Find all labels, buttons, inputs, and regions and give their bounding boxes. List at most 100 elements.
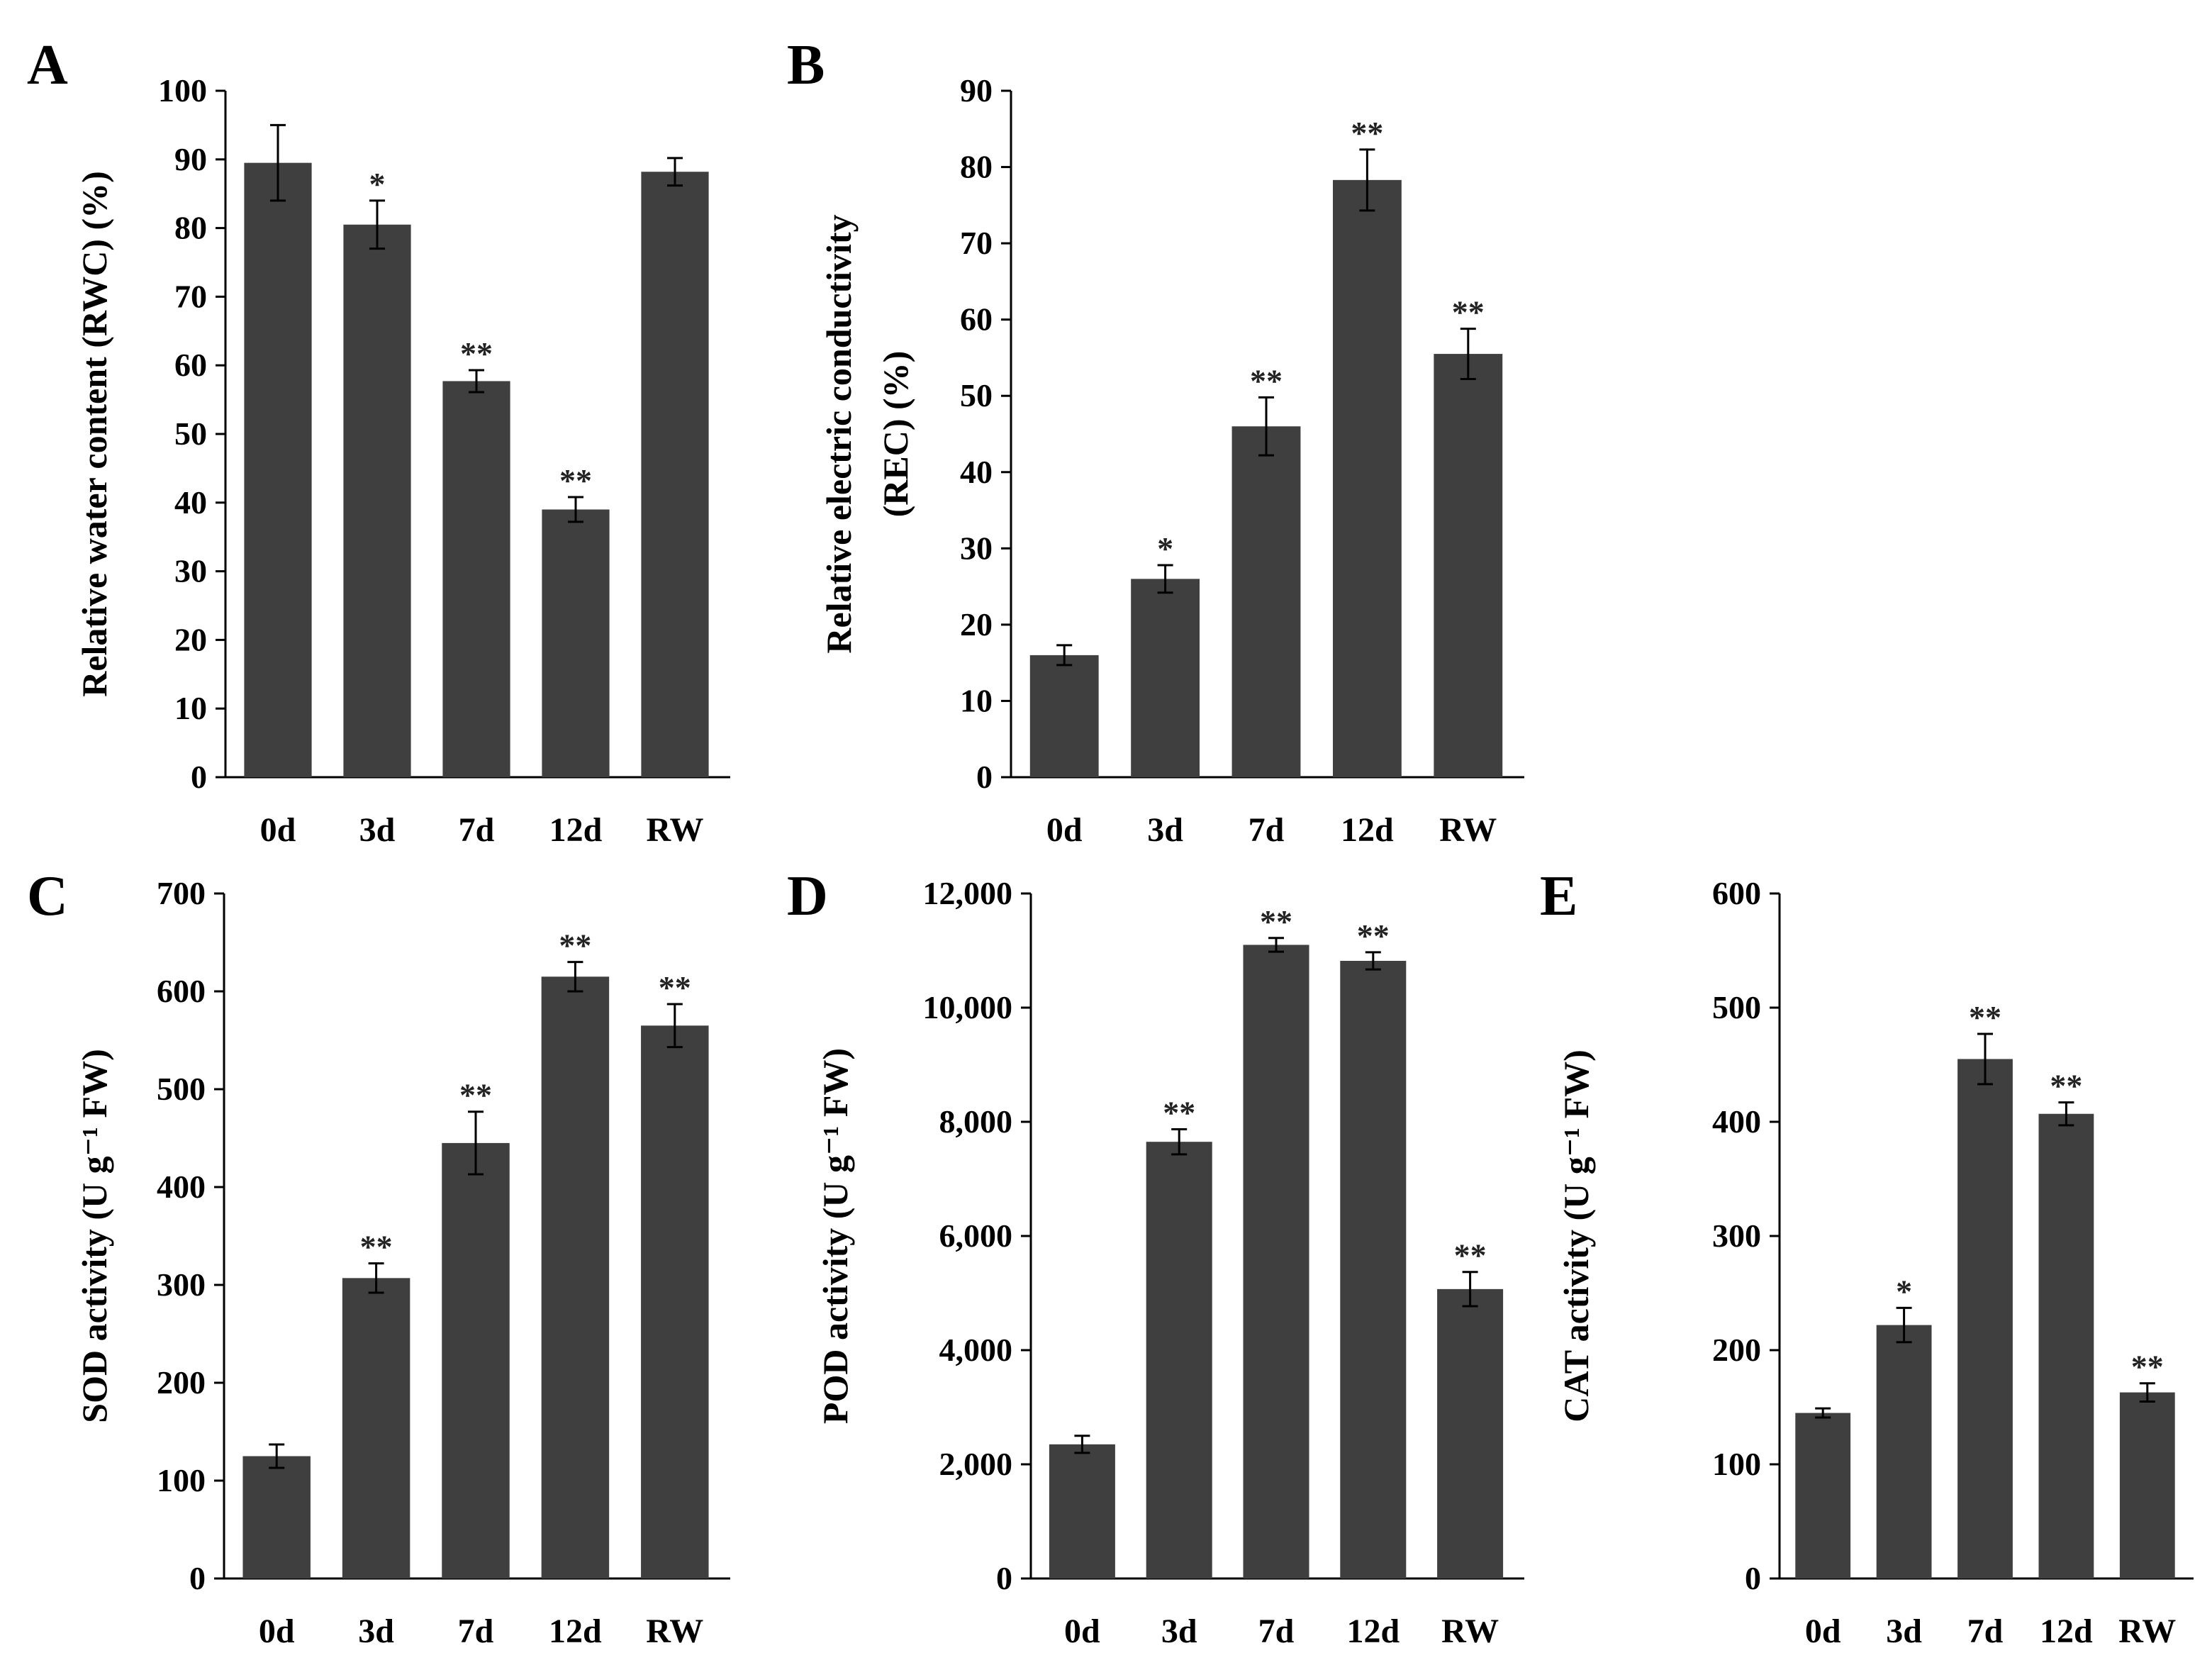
y-tick-label: 90 — [960, 72, 993, 108]
y-tick-label: 100 — [157, 1462, 206, 1498]
y-tick-label: 8,000 — [939, 1103, 1013, 1140]
y-tick-label: 500 — [1712, 989, 1761, 1025]
x-tick-label: 12d — [1341, 811, 1394, 849]
bar — [1029, 655, 1099, 777]
significance-marker: ** — [2050, 1068, 2082, 1104]
y-tick-label: 600 — [1712, 875, 1761, 911]
x-tick-label: 12d — [1346, 1613, 1400, 1650]
y-tick-label: 40 — [174, 484, 207, 520]
significance-marker: ** — [460, 335, 493, 372]
bar — [1340, 960, 1407, 1578]
bar — [1795, 1413, 1851, 1578]
y-tick-label: 4,000 — [939, 1332, 1013, 1368]
y-tick-label: 50 — [960, 377, 993, 413]
y-tick-label: 2,000 — [939, 1446, 1013, 1482]
significance-marker: ** — [1452, 294, 1485, 330]
significance-marker: ** — [559, 928, 591, 964]
bar — [242, 1456, 311, 1578]
x-tick-label: 0d — [259, 1613, 295, 1650]
y-tick-label: 600 — [157, 973, 206, 1009]
significance-marker: * — [1896, 1273, 1912, 1309]
bar — [641, 172, 709, 777]
y-tick-label: 0 — [1745, 1560, 1761, 1596]
y-tick-label: 500 — [157, 1071, 206, 1107]
y-axis-label: POD activity (U g⁻¹ FW) — [815, 1048, 855, 1424]
y-tick-label: 80 — [174, 210, 207, 246]
y-tick-label: 60 — [960, 301, 993, 338]
y-tick-label: 30 — [174, 553, 207, 589]
bar — [1146, 1142, 1212, 1578]
y-tick-label: 20 — [960, 606, 993, 642]
x-tick-label: 0d — [1046, 811, 1083, 849]
significance-marker: * — [1157, 530, 1173, 567]
bar — [1243, 945, 1309, 1578]
bar — [1332, 179, 1402, 778]
y-tick-label: 12,000 — [923, 875, 1013, 911]
bar — [244, 162, 312, 777]
x-tick-label: 0d — [1805, 1613, 1841, 1650]
significance-marker: ** — [1357, 918, 1390, 954]
y-tick-label: 100 — [158, 72, 207, 108]
y-tick-label: 30 — [960, 530, 993, 566]
bar — [1231, 426, 1301, 777]
x-tick-label: 3d — [359, 811, 396, 849]
significance-marker: ** — [360, 1229, 393, 1265]
panel-label: E — [1540, 865, 1577, 928]
y-axis-label: (REC) (%) — [876, 351, 915, 518]
y-tick-label: 400 — [157, 1169, 206, 1205]
x-tick-label: RW — [647, 811, 704, 849]
bar — [1434, 354, 1503, 778]
significance-marker: * — [369, 166, 386, 202]
panel-label: C — [27, 865, 68, 928]
x-tick-label: 12d — [2040, 1613, 2093, 1650]
x-tick-label: 12d — [549, 1613, 602, 1650]
bar — [442, 381, 510, 777]
x-tick-label: 7d — [1967, 1613, 2004, 1650]
chart-panel-e: E 0 100 200 300 400 500 600 CAT activity (U g⁻¹ … — [1540, 865, 2194, 1650]
x-tick-label: RW — [646, 1613, 703, 1650]
significance-marker: ** — [1969, 999, 2001, 1035]
y-axis-label: CAT activity (U g⁻¹ FW) — [1556, 1049, 1596, 1422]
y-axis-label: SOD activity (U g⁻¹ FW) — [74, 1049, 114, 1422]
x-tick-label: 7d — [1258, 1613, 1295, 1650]
y-tick-label: 70 — [174, 278, 207, 314]
x-tick-label: 7d — [1249, 811, 1285, 849]
y-tick-label: 10 — [960, 682, 993, 718]
x-tick-label: 3d — [1161, 1613, 1197, 1650]
y-tick-label: 60 — [174, 347, 207, 383]
x-tick-label: RW — [1441, 1613, 1499, 1650]
x-tick-label: 3d — [358, 1613, 394, 1650]
x-tick-label: RW — [1439, 811, 1497, 849]
significance-marker: ** — [1250, 362, 1283, 399]
panel-label: A — [27, 34, 68, 96]
significance-marker: ** — [1454, 1237, 1487, 1274]
bar — [541, 976, 610, 1578]
y-tick-label: 20 — [174, 621, 207, 657]
bar — [342, 1278, 410, 1578]
significance-marker: ** — [659, 969, 691, 1006]
y-tick-label: 0 — [976, 759, 993, 795]
bar — [343, 224, 411, 777]
bar — [1049, 1444, 1115, 1578]
y-tick-label: 90 — [174, 141, 207, 177]
y-tick-label: 100 — [1712, 1446, 1761, 1482]
y-tick-label: 0 — [189, 1560, 206, 1596]
bar — [1437, 1288, 1504, 1578]
significance-marker: ** — [2131, 1349, 2164, 1385]
x-tick-label: 3d — [1147, 811, 1183, 849]
chart-panel-d: D 0 2,000 4,000 6,000 8,000 10,000 12,000 POD ac… — [787, 865, 1524, 1650]
y-tick-label: 70 — [960, 225, 993, 261]
y-tick-label: 40 — [960, 454, 993, 490]
y-tick-label: 10 — [174, 690, 207, 726]
x-tick-label: 0d — [1064, 1613, 1100, 1650]
bar — [641, 1025, 709, 1578]
panel-label: B — [787, 34, 825, 96]
bar — [2119, 1392, 2175, 1578]
y-tick-label: 400 — [1712, 1103, 1761, 1140]
y-tick-label: 200 — [1712, 1332, 1761, 1368]
y-tick-label: 0 — [191, 759, 207, 795]
y-tick-label: 80 — [960, 149, 993, 185]
x-tick-label: 3d — [1886, 1613, 1922, 1650]
significance-marker: ** — [1260, 903, 1292, 940]
